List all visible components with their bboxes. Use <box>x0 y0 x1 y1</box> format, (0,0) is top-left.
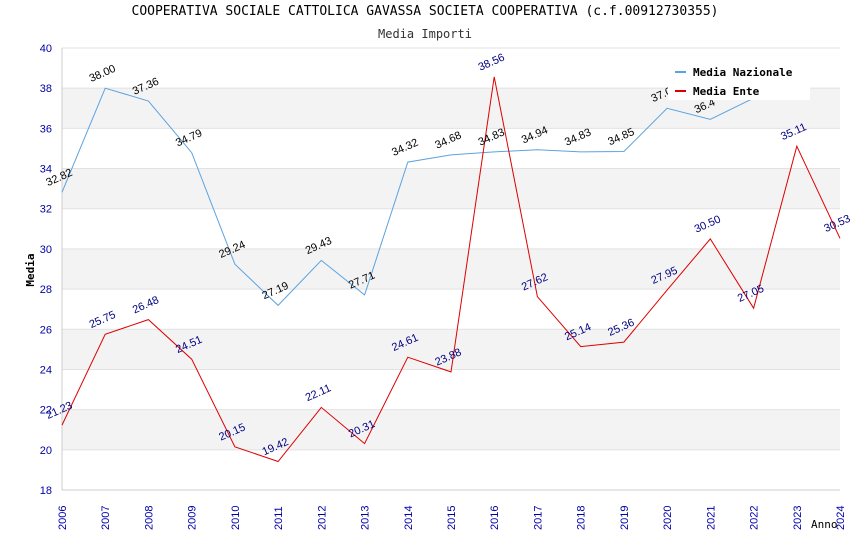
grid-band <box>62 168 840 209</box>
x-tick-label: 2012 <box>316 506 328 530</box>
x-tick-label: 2015 <box>446 506 458 530</box>
grid-band <box>62 329 840 370</box>
x-tick-label: 2020 <box>662 506 674 530</box>
grid-band <box>62 369 840 410</box>
y-tick-label: 28 <box>40 284 52 296</box>
y-tick-label: 24 <box>40 364 52 376</box>
legend-label: Media Nazionale <box>693 66 793 79</box>
grid-band <box>62 128 840 169</box>
x-tick-label: 2021 <box>705 506 717 530</box>
grid-band <box>62 449 840 490</box>
x-axis-label: Anno <box>811 518 838 531</box>
y-tick-label: 20 <box>40 445 52 457</box>
y-tick-label: 34 <box>40 164 52 176</box>
grid-band <box>62 248 840 290</box>
x-tick-label: 2006 <box>57 506 69 530</box>
y-tick-label: 40 <box>40 43 52 55</box>
y-axis: 18 20 22 24 26 28 30 32 34 36 38 40 <box>40 43 52 497</box>
x-tick-label: 2009 <box>187 506 199 530</box>
series-line <box>61 87 754 307</box>
series-lines <box>61 76 841 463</box>
x-tick-label: 2019 <box>619 506 631 530</box>
x-tick-label: 2016 <box>489 506 501 530</box>
y-tick-label: 32 <box>40 204 52 216</box>
grid-band <box>62 289 840 330</box>
x-tick-label: 2017 <box>532 506 544 530</box>
y-tick-label: 38 <box>40 83 52 95</box>
legend: Media Nazionale Media Ente <box>668 60 810 100</box>
x-tick-label: 2013 <box>360 506 372 530</box>
legend-box <box>668 60 810 100</box>
series-line <box>61 76 841 463</box>
grid-bands <box>61 47 840 491</box>
y-axis-label: Media <box>24 253 37 286</box>
y-tick-label: 30 <box>40 244 52 256</box>
x-tick-label: 2007 <box>100 506 112 530</box>
x-axis: 2006 2007 2008 2009 2010 2011 2012 2013 2014 2015… <box>57 506 847 530</box>
x-tick-label: 2023 <box>792 506 804 530</box>
legend-label: Media Ente <box>693 85 760 98</box>
grid-band <box>62 409 840 450</box>
x-tick-label: 2018 <box>576 506 588 530</box>
y-tick-label: 26 <box>40 324 52 336</box>
x-tick-label: 2010 <box>230 506 242 530</box>
y-tick-label: 22 <box>40 405 52 417</box>
y-tick-label: 36 <box>40 123 52 135</box>
grid-band <box>62 208 840 249</box>
x-tick-label: 2014 <box>403 506 415 530</box>
x-tick-label: 2022 <box>749 506 761 530</box>
chart-title: COOPERATIVA SOCIALE CATTOLICA GAVASSA SO… <box>131 4 719 19</box>
chart-subtitle: Media Importi <box>378 27 472 41</box>
x-tick-label: 2024 <box>835 506 847 530</box>
x-tick-label: 2011 <box>273 506 285 530</box>
x-tick-label: 2008 <box>143 506 155 530</box>
y-tick-label: 18 <box>40 485 52 497</box>
